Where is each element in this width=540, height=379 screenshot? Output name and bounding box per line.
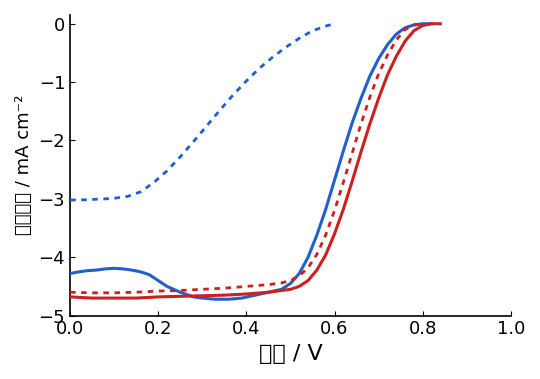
X-axis label: 電位 / V: 電位 / V [259, 344, 322, 364]
Y-axis label: 電流密度 / mA cm⁻²: 電流密度 / mA cm⁻² [15, 95, 33, 235]
